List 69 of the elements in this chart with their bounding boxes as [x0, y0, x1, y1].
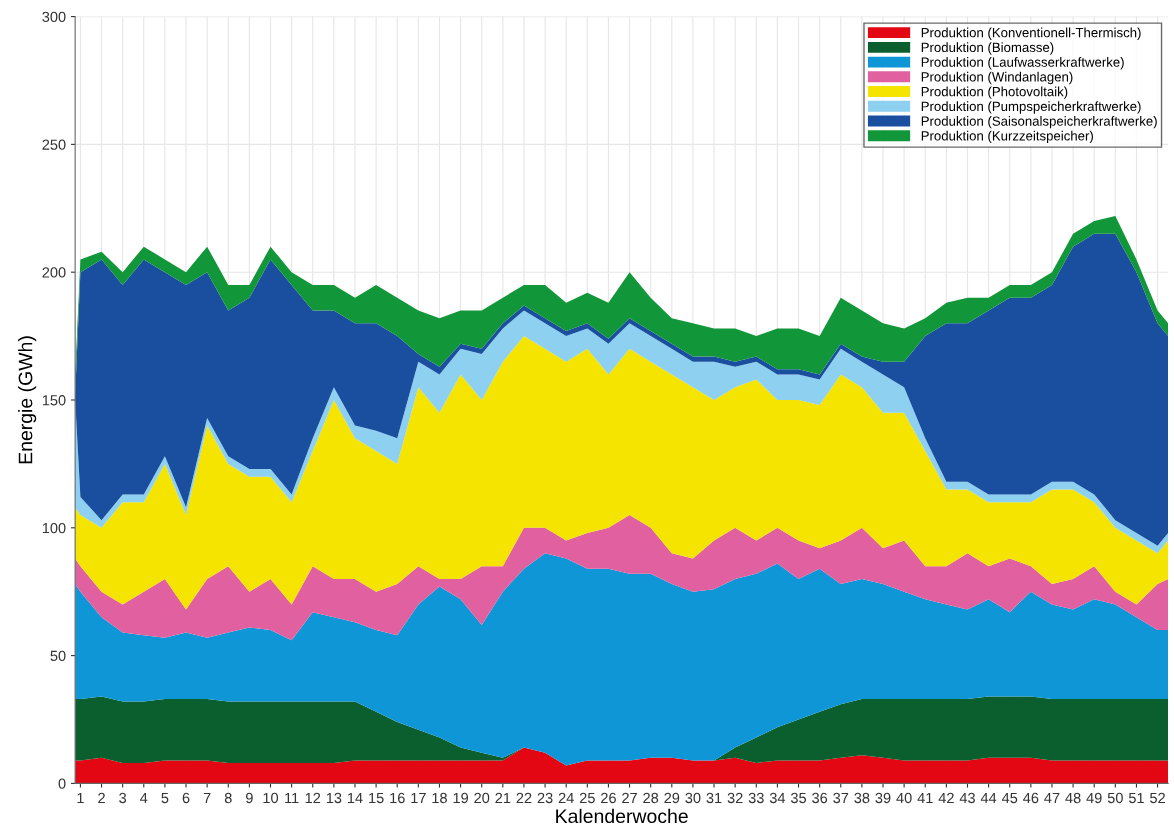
x-tick-label: 50	[1107, 792, 1123, 804]
x-tick-label: 35	[790, 792, 807, 804]
x-tick-label: 15	[369, 792, 384, 804]
x-tick-label: 29	[664, 792, 680, 804]
x-tick-label: 34	[769, 792, 786, 804]
x-tick-label: 48	[1065, 792, 1081, 804]
legend-label: Produktion (Konventionell-Thermisch)	[921, 27, 1141, 40]
legend-label: Produktion (Saisonalspeicherkraftwerke)	[921, 116, 1157, 129]
x-tick-label: 30	[685, 792, 701, 804]
x-tick-label: 11	[285, 792, 299, 803]
legend-label: Produktion (Biomasse)	[921, 42, 1054, 55]
x-tick-label: 17	[411, 792, 426, 803]
x-tick-label: 46	[1023, 792, 1039, 804]
x-tick-label: 31	[706, 792, 722, 804]
x-tick-label: 49	[1086, 792, 1102, 804]
legend-label: Produktion (Pumpspeicherkraftwerke)	[921, 101, 1141, 114]
x-tick-label: 1	[77, 792, 84, 803]
x-tick-label: 24	[558, 792, 574, 803]
x-tick-label: 33	[748, 792, 764, 804]
x-tick-label: 20	[474, 792, 490, 804]
x-tick-label: 3	[119, 792, 127, 804]
x-tick-label: 36	[812, 792, 828, 804]
y-tick-label: 50	[50, 650, 66, 662]
x-tick-label: 43	[959, 792, 975, 804]
x-tick-label: 7	[203, 792, 211, 803]
x-tick-label: 23	[537, 792, 553, 804]
x-tick-label: 6	[182, 792, 190, 804]
y-tick-label: 200	[42, 267, 66, 278]
x-tick-label: 14	[347, 792, 363, 803]
x-tick-label: 44	[980, 792, 997, 803]
x-tick-label: 19	[453, 792, 469, 804]
x-tick-label: 18	[432, 792, 447, 804]
legend-label: Produktion (Laufwasserkraftwerke)	[921, 57, 1124, 70]
y-tick-label: 250	[42, 139, 66, 150]
x-tick-label: 27	[622, 792, 637, 803]
legend-label: Produktion (Photovoltaik)	[921, 86, 1068, 99]
x-tick-label: 8	[224, 792, 232, 804]
x-tick-label: 9	[246, 792, 253, 804]
x-tick-label: 10	[263, 792, 279, 804]
x-tick-label: 22	[516, 792, 532, 803]
y-axis-title: Energie (GWh)	[18, 336, 37, 464]
x-tick-label: 26	[601, 792, 616, 804]
x-tick-label: 41	[917, 792, 933, 803]
x-tick-label: 21	[495, 792, 511, 803]
x-tick-label: 5	[161, 792, 169, 804]
x-tick-label: 45	[1001, 792, 1018, 804]
x-tick-label: 42	[938, 792, 954, 803]
x-tick-label: 16	[390, 792, 405, 804]
x-tick-label: 52	[1150, 792, 1165, 804]
x-tick-label: 39	[875, 792, 891, 804]
x-tick-label: 28	[643, 792, 659, 804]
y-tick-label: 150	[42, 395, 66, 406]
y-tick-label: 0	[58, 778, 66, 789]
y-tick-label: 300	[42, 11, 66, 23]
x-tick-label: 51	[1128, 792, 1144, 804]
x-tick-label: 40	[896, 792, 912, 804]
x-tick-label: 2	[98, 792, 105, 803]
x-tick-label: 37	[833, 792, 849, 804]
x-tick-label: 47	[1044, 792, 1060, 803]
legend-label: Produktion (Windanlagen)	[921, 71, 1073, 85]
x-tick-label: 32	[727, 792, 743, 804]
legend-label: Produktion (Kurzzeitspeicher)	[921, 130, 1093, 144]
x-tick-label: 12	[305, 792, 321, 803]
x-tick-label: 4	[140, 792, 148, 803]
x-tick-label: 38	[854, 792, 870, 804]
x-axis-title: Kalenderwoche	[556, 808, 688, 824]
x-tick-label: 13	[326, 792, 342, 804]
x-tick-label: 25	[579, 792, 595, 804]
y-tick-label: 100	[42, 522, 66, 534]
